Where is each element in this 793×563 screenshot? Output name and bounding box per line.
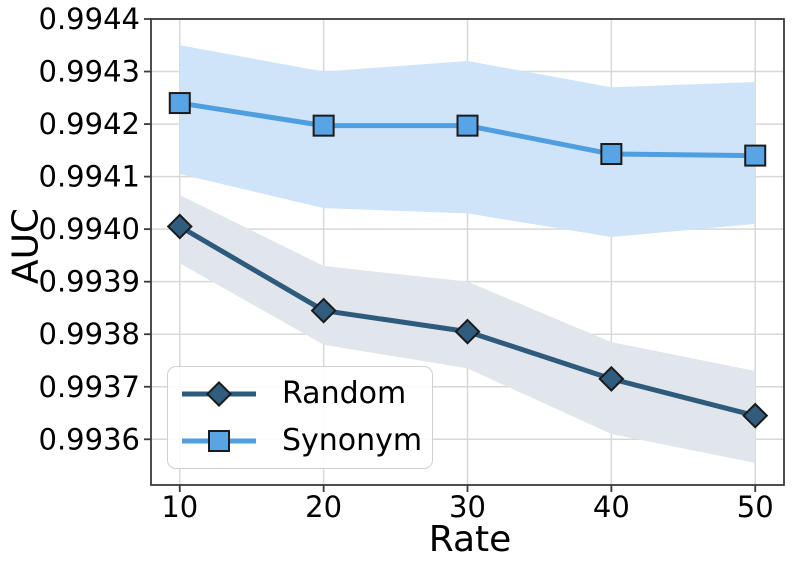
legend: Random Synonym bbox=[167, 366, 433, 469]
legend-item-synonym: Synonym bbox=[178, 418, 432, 464]
x-tick-label: 30 bbox=[449, 490, 486, 524]
synonym-line-square-marker-icon bbox=[182, 430, 256, 453]
x-tick-label: 10 bbox=[161, 490, 198, 524]
random-diamond-marker bbox=[310, 297, 337, 324]
y-tick-label: 0.9941 bbox=[39, 160, 140, 194]
legend-label-synonym: Synonym bbox=[282, 423, 423, 459]
random-diamond-marker bbox=[454, 318, 481, 345]
synonym-square-marker bbox=[600, 143, 623, 166]
x-axis-label: Rate bbox=[428, 519, 512, 560]
y-tick-label: 0.9944 bbox=[39, 2, 140, 36]
x-tick-label: 20 bbox=[305, 490, 342, 524]
synonym-square-marker bbox=[456, 114, 479, 137]
y-axis-label: AUC bbox=[5, 207, 47, 285]
y-tick-label: 0.9943 bbox=[39, 55, 140, 89]
synonym-square-marker bbox=[168, 92, 191, 115]
random-diamond-marker bbox=[742, 402, 769, 429]
y-tick-label: 0.9936 bbox=[39, 422, 140, 456]
y-tick-label: 0.9940 bbox=[39, 212, 140, 246]
y-tick-label: 0.9939 bbox=[39, 265, 140, 299]
y-tick-label: 0.9937 bbox=[39, 370, 140, 404]
y-tick-label: 0.9942 bbox=[39, 107, 140, 141]
random-diamond-marker bbox=[598, 365, 625, 392]
y-tick-label: 0.9938 bbox=[39, 317, 140, 351]
synonym-confidence-band bbox=[179, 45, 756, 238]
synonym-square-marker bbox=[312, 114, 335, 137]
x-tick-label: 40 bbox=[593, 490, 630, 524]
synonym-square-marker bbox=[744, 144, 767, 167]
random-line-diamond-marker-icon bbox=[182, 380, 256, 407]
legend-label-random: Random bbox=[282, 375, 407, 411]
random-diamond-marker bbox=[166, 213, 193, 240]
x-tick-label: 50 bbox=[737, 490, 774, 524]
legend-item-random: Random bbox=[178, 371, 432, 417]
